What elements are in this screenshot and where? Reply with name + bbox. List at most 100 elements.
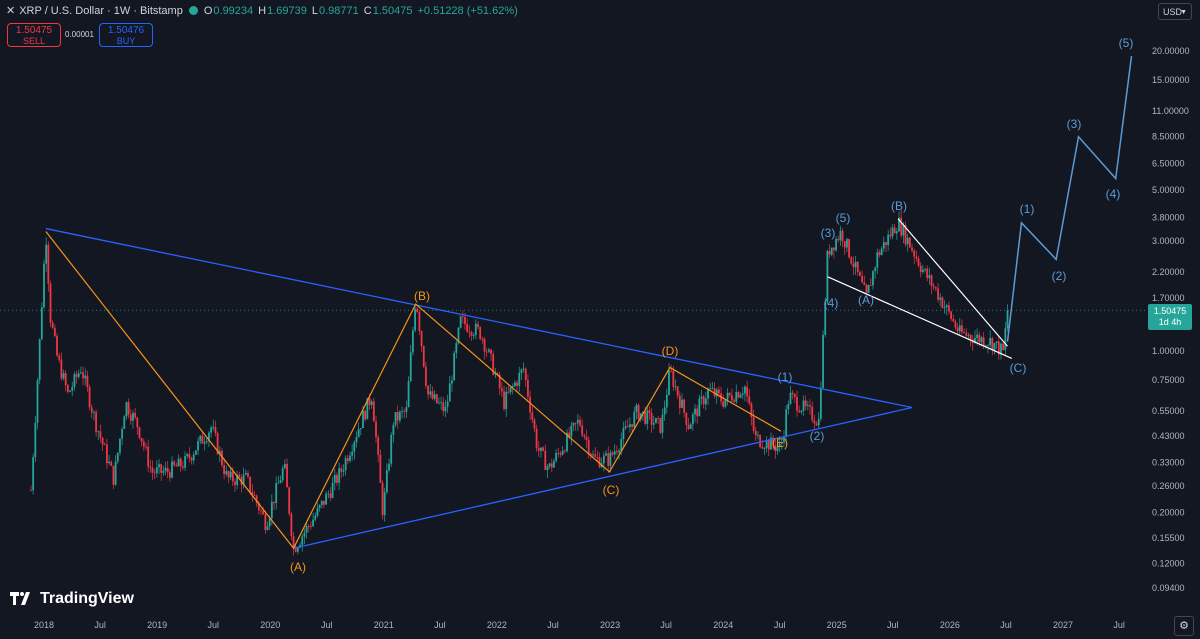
candle-body <box>409 352 412 382</box>
candle-body <box>327 493 330 495</box>
candle-body <box>236 474 239 485</box>
candle-body <box>329 493 332 498</box>
candle-body <box>366 398 369 420</box>
candle-body <box>53 327 56 336</box>
candle-body <box>32 457 35 491</box>
wave-label: (E) <box>772 436 788 450</box>
gear-icon[interactable]: ⚙ <box>1174 616 1194 636</box>
candle-body <box>744 386 746 394</box>
sell-price: 1.50475 <box>15 25 53 36</box>
candle-body <box>639 413 642 420</box>
candle-body <box>731 395 733 401</box>
sell-button[interactable]: 1.50475 SELL <box>7 23 61 47</box>
candle-body <box>257 502 260 511</box>
candle-body <box>153 472 156 474</box>
candle-body <box>323 500 325 505</box>
candle-body <box>791 392 794 395</box>
candle-body <box>978 334 981 343</box>
candle-body <box>752 417 755 431</box>
candle-body <box>548 463 551 467</box>
candle-body <box>735 392 738 402</box>
candle-body <box>151 467 154 473</box>
candle-body <box>333 474 336 483</box>
candle-body <box>385 470 388 493</box>
candle-body <box>342 470 345 472</box>
tradingview-logo-icon <box>10 592 30 605</box>
x-tick-label: Jul <box>887 620 899 630</box>
candle-body <box>448 383 451 402</box>
candle-body <box>142 441 145 447</box>
candle-body <box>800 410 803 413</box>
candle-body <box>704 398 707 405</box>
candle-body <box>624 426 627 429</box>
candle-body <box>893 227 896 234</box>
candle-body <box>420 331 423 347</box>
candle-body <box>848 239 850 258</box>
candle-body <box>722 401 725 407</box>
close-icon[interactable]: ✕ <box>6 5 16 17</box>
x-tick-label: Jul <box>774 620 786 630</box>
candle-body <box>205 440 208 443</box>
candle-body <box>498 374 501 389</box>
candle-body <box>921 269 924 272</box>
candle-body <box>629 424 631 428</box>
candle-body <box>383 492 386 516</box>
currency-select[interactable]: USD ▼ <box>1158 3 1192 20</box>
candle-body <box>529 396 531 413</box>
chart-header: ✕ XRP / U.S. Dollar · 1W · Bitstamp O0.9… <box>6 4 523 18</box>
candle-body <box>698 398 701 417</box>
candle-body <box>38 339 41 381</box>
candle-body <box>168 472 171 478</box>
wave-label: (A) <box>858 293 874 307</box>
candle-body <box>320 500 323 506</box>
candle-body <box>381 482 384 516</box>
candle-body <box>865 285 868 293</box>
candle-body <box>833 247 835 251</box>
candle-body <box>51 322 54 328</box>
candle-body <box>778 443 781 448</box>
candle-body <box>125 402 128 417</box>
candle-body <box>375 421 377 438</box>
y-tick-label: 2.20000 <box>1152 267 1185 277</box>
candle-body <box>388 463 390 471</box>
candle-body <box>346 458 349 461</box>
candle-body <box>789 392 792 405</box>
candle-body <box>989 337 992 346</box>
candle-body <box>835 239 837 251</box>
candle-body <box>71 387 74 391</box>
candle-body <box>676 386 679 396</box>
candle-body <box>967 334 970 336</box>
market-status-icon <box>188 6 198 15</box>
candle-body <box>203 442 206 444</box>
wave-label: (2) <box>810 429 825 443</box>
candle-body <box>264 514 267 530</box>
symbol-title[interactable]: XRP / U.S. Dollar · 1W · Bitstamp <box>19 4 183 17</box>
x-tick-label: 2027 <box>1053 620 1073 630</box>
candle-body <box>613 451 616 455</box>
candle-body <box>184 455 186 468</box>
candle-body <box>119 438 121 453</box>
candle-body <box>509 387 512 393</box>
candle-body <box>605 453 607 456</box>
candle-body <box>305 525 308 533</box>
wave-label: (B) <box>414 289 430 303</box>
candle-body <box>459 316 462 328</box>
candle-body <box>66 385 69 392</box>
candle-body <box>980 337 983 343</box>
candle-body <box>171 461 173 478</box>
candle-body <box>433 394 436 399</box>
candle-body <box>496 373 499 375</box>
candle-body <box>576 419 579 424</box>
candle-body <box>199 435 202 441</box>
candle-body <box>843 241 846 248</box>
candle-body <box>77 373 80 377</box>
candle-body <box>134 412 137 418</box>
candle-body <box>976 334 979 338</box>
buy-button[interactable]: 1.50476 BUY <box>99 23 153 47</box>
tradingview-logo[interactable]: TradingView <box>10 590 134 608</box>
candle-body <box>234 481 236 485</box>
candle-body <box>166 467 169 473</box>
candle-body <box>566 432 568 452</box>
candle-body <box>444 406 447 412</box>
